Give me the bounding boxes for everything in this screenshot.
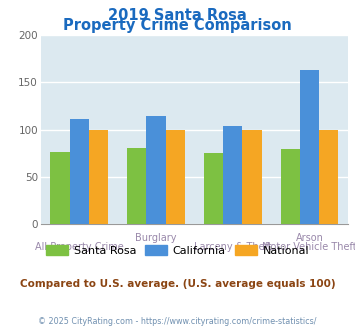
Bar	[223, 126, 242, 224]
Text: Arson: Arson	[296, 233, 323, 243]
Bar	[281, 149, 300, 224]
Text: 2019 Santa Rosa: 2019 Santa Rosa	[108, 8, 247, 23]
Bar	[319, 129, 338, 224]
Text: Larceny & Theft: Larceny & Theft	[194, 242, 272, 251]
Bar	[70, 119, 89, 224]
Bar	[204, 153, 223, 224]
Text: © 2025 CityRating.com - https://www.cityrating.com/crime-statistics/: © 2025 CityRating.com - https://www.city…	[38, 317, 317, 326]
Text: Property Crime Comparison: Property Crime Comparison	[63, 18, 292, 33]
Text: Burglary: Burglary	[135, 233, 177, 243]
Bar	[127, 148, 146, 224]
Legend: Santa Rosa, California, National: Santa Rosa, California, National	[42, 241, 313, 260]
Text: Compared to U.S. average. (U.S. average equals 100): Compared to U.S. average. (U.S. average …	[20, 279, 335, 289]
Bar	[242, 129, 262, 224]
Bar	[146, 116, 165, 224]
Bar	[300, 70, 319, 224]
Text: All Property Crime: All Property Crime	[35, 242, 124, 251]
Bar	[165, 129, 185, 224]
Text: Motor Vehicle Theft: Motor Vehicle Theft	[262, 242, 355, 251]
Bar	[89, 129, 108, 224]
Bar	[50, 152, 70, 224]
